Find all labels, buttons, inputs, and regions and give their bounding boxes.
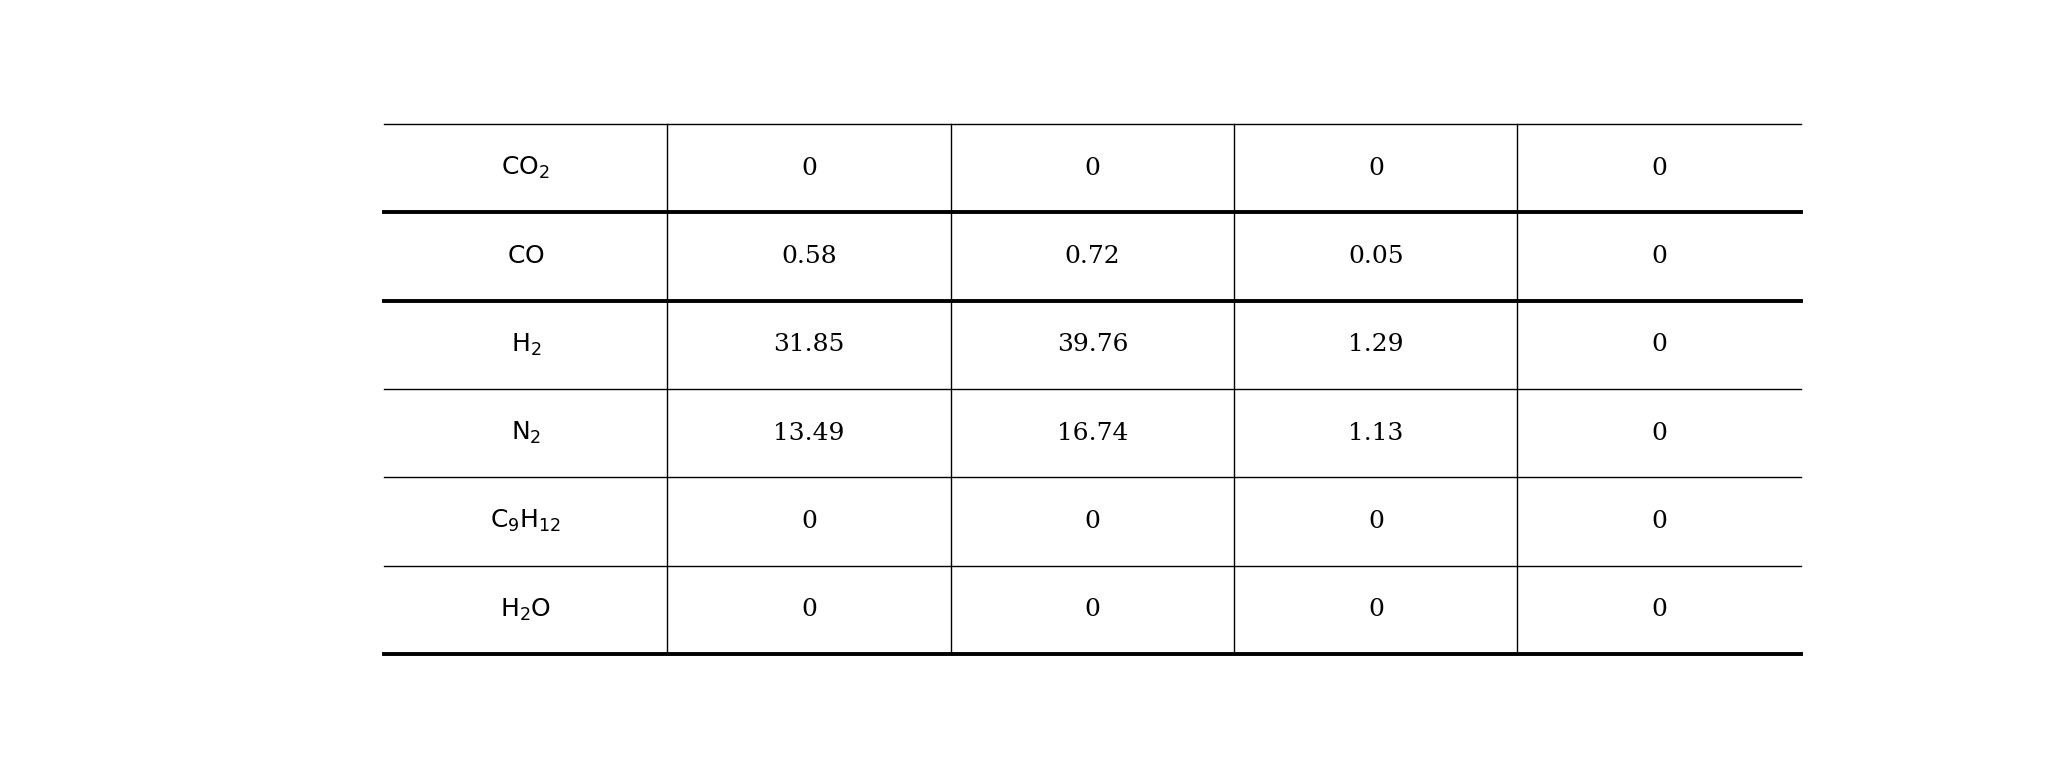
Text: 0: 0 <box>801 598 817 621</box>
Text: 0: 0 <box>801 156 817 180</box>
Text: 13.49: 13.49 <box>774 421 844 444</box>
Text: 0: 0 <box>1651 421 1668 444</box>
Text: $\mathrm{N_2}$: $\mathrm{N_2}$ <box>511 420 540 447</box>
Text: 0: 0 <box>1085 510 1101 533</box>
Text: 0.05: 0.05 <box>1347 245 1403 268</box>
Text: 31.85: 31.85 <box>774 333 844 357</box>
Text: 0: 0 <box>1651 598 1668 621</box>
Text: $\mathrm{C_9H_{12}}$: $\mathrm{C_9H_{12}}$ <box>491 508 561 534</box>
Text: 0: 0 <box>1085 598 1101 621</box>
Text: 0: 0 <box>1651 245 1668 268</box>
Text: 1.29: 1.29 <box>1347 333 1403 357</box>
Text: 0: 0 <box>1651 510 1668 533</box>
Text: $\mathrm{CO}$: $\mathrm{CO}$ <box>507 245 544 268</box>
Text: 0.72: 0.72 <box>1064 245 1119 268</box>
Text: $\mathrm{H_2O}$: $\mathrm{H_2O}$ <box>501 597 550 622</box>
Text: 0: 0 <box>1651 333 1668 357</box>
Text: 0: 0 <box>1085 156 1101 180</box>
Text: $\mathrm{H_2}$: $\mathrm{H_2}$ <box>511 332 540 358</box>
Text: 0: 0 <box>801 510 817 533</box>
Text: 16.74: 16.74 <box>1058 421 1128 444</box>
Text: 39.76: 39.76 <box>1056 333 1128 357</box>
Text: 0: 0 <box>1368 510 1384 533</box>
Text: 1.13: 1.13 <box>1347 421 1403 444</box>
Text: $\mathrm{CO_2}$: $\mathrm{CO_2}$ <box>501 155 550 181</box>
Text: 0: 0 <box>1651 156 1668 180</box>
Text: 0.58: 0.58 <box>781 245 836 268</box>
Text: 0: 0 <box>1368 156 1384 180</box>
Text: 0: 0 <box>1368 598 1384 621</box>
